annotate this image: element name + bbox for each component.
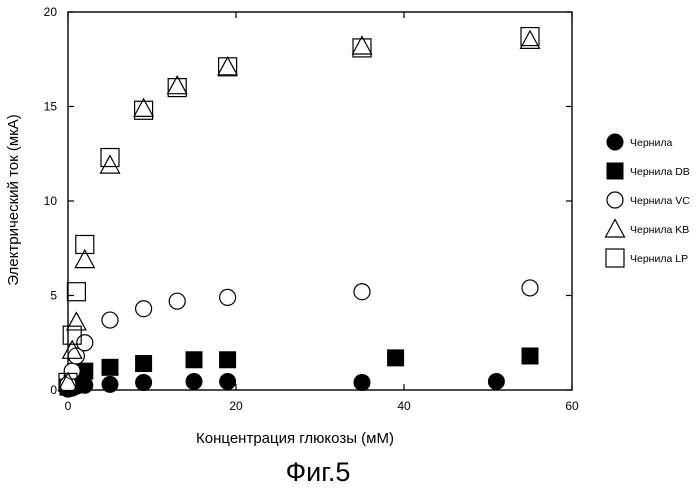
legend-label: Чернила VC bbox=[630, 195, 690, 207]
y-tick-label: 20 bbox=[44, 5, 58, 19]
data-point bbox=[102, 359, 118, 375]
legend-marker bbox=[606, 249, 624, 267]
legend: Чернила Чернила DB Чернила VC Чернила KB Чер… bbox=[606, 134, 691, 267]
data-point bbox=[488, 373, 504, 389]
data-point bbox=[136, 356, 152, 372]
legend-label: Чернила LP bbox=[630, 253, 688, 265]
axes: 0 20 40 60 0 5 10 15 20 bbox=[44, 5, 579, 413]
data-point bbox=[220, 289, 236, 305]
series-2 bbox=[60, 348, 538, 395]
series-4 bbox=[59, 31, 540, 391]
data-point bbox=[136, 301, 152, 317]
legend-marker bbox=[607, 163, 623, 179]
x-tick-label: 20 bbox=[229, 399, 243, 413]
x-axis-label: Концентрация глюкозы (мМ) bbox=[196, 430, 394, 447]
data-point bbox=[169, 293, 185, 309]
series-layer bbox=[59, 28, 540, 397]
legend-item: Чернила LP bbox=[606, 249, 688, 267]
legend-item: Чернила bbox=[607, 134, 672, 150]
legend-label: Чернила bbox=[630, 137, 672, 149]
data-point bbox=[136, 374, 152, 390]
legend-item: Чернила VC bbox=[607, 192, 690, 208]
plot-frame bbox=[68, 12, 572, 390]
series-5 bbox=[59, 28, 539, 392]
x-tick-label: 40 bbox=[397, 399, 411, 413]
data-point bbox=[388, 350, 404, 366]
data-point bbox=[102, 312, 118, 328]
legend-label: Чернила KB bbox=[630, 224, 689, 236]
data-point bbox=[186, 352, 202, 368]
legend-label: Чернила DB bbox=[630, 166, 690, 178]
legend-marker bbox=[607, 134, 623, 150]
legend-marker bbox=[606, 220, 625, 238]
y-tick-label: 0 bbox=[50, 383, 57, 397]
y-tick-label: 5 bbox=[50, 289, 57, 303]
data-point bbox=[186, 373, 202, 389]
data-point bbox=[77, 335, 93, 351]
data-point bbox=[67, 312, 86, 330]
series-3 bbox=[60, 280, 538, 392]
data-point bbox=[220, 352, 236, 368]
legend-marker bbox=[607, 192, 623, 208]
x-tick-label: 0 bbox=[65, 399, 72, 413]
data-point bbox=[522, 348, 538, 364]
legend-item: Чернила DB bbox=[607, 163, 690, 179]
data-point bbox=[67, 283, 85, 301]
y-tick-label: 15 bbox=[44, 100, 58, 114]
data-point bbox=[354, 374, 370, 390]
data-point bbox=[102, 376, 118, 392]
y-axis-label: Электрический ток (мкА) bbox=[5, 114, 22, 286]
series-1 bbox=[60, 373, 504, 397]
data-point bbox=[75, 250, 94, 268]
data-point bbox=[101, 156, 120, 174]
legend-item: Чернила KB bbox=[606, 220, 690, 238]
x-tick-label: 60 bbox=[565, 399, 579, 413]
data-point bbox=[354, 284, 370, 300]
figure-caption: Фиг.5 bbox=[286, 457, 351, 487]
data-point bbox=[522, 280, 538, 296]
data-point bbox=[218, 57, 237, 74]
data-point bbox=[220, 373, 236, 389]
y-tick-label: 10 bbox=[44, 194, 58, 208]
